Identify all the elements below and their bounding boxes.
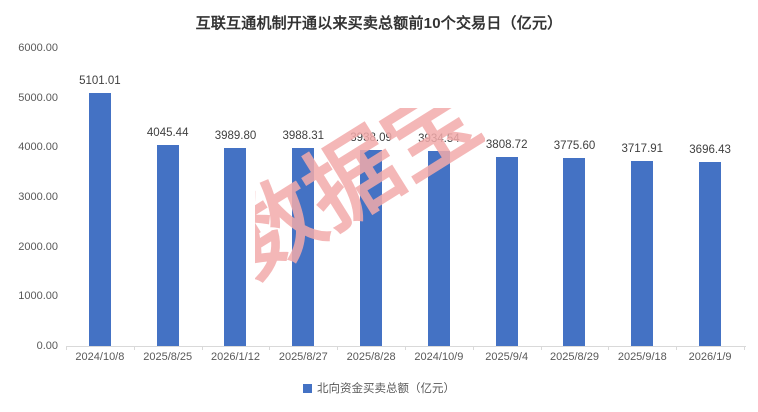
bar-value-label: 3696.43 <box>689 144 731 157</box>
x-axis-category-label: 2026/1/9 <box>688 351 732 363</box>
bar[interactable] <box>631 161 654 346</box>
y-axis-tick-label: 4000.00 <box>18 141 58 154</box>
y-axis-tick-label: 6000.00 <box>18 42 58 54</box>
bar-value-label: 3934.54 <box>418 132 460 145</box>
x-axis-tick-mark <box>744 346 745 350</box>
bar[interactable] <box>88 92 111 346</box>
x-axis-category-label: 2024/10/9 <box>414 351 464 363</box>
y-axis: 0.00 1000.00 2000.00 3000.00 4000.00 5000.00 6… <box>0 42 62 352</box>
x-axis-tick-mark <box>676 346 678 350</box>
x-axis-tick-mark <box>540 346 542 350</box>
x-axis-category-label: 2025/8/27 <box>278 351 328 363</box>
y-axis-tick-label: 0.00 <box>36 340 58 352</box>
x-axis-tick-mark <box>405 346 406 350</box>
x-axis-category-label: 2025/8/28 <box>346 351 396 363</box>
legend-color-swatch <box>303 383 312 393</box>
bar-value-label: 3775.60 <box>553 140 596 153</box>
x-axis-tick-mark <box>269 346 271 350</box>
x-axis-category-label: 2025/8/25 <box>143 351 193 363</box>
x-axis-tick-mark <box>201 346 203 350</box>
x-axis-category-label: 2025/8/29 <box>550 351 599 363</box>
x-axis-category-label: 2026/1/12 <box>211 351 260 363</box>
bar-group: 4045.44 <box>134 48 202 346</box>
legend-item-label: 北向资金买卖总额（亿元） <box>317 383 455 395</box>
bar-group: 3775.60 <box>541 48 609 346</box>
chart-title: 互联互通机制开通以来买卖总额前10个交易日（亿元） <box>195 15 563 32</box>
bar[interactable] <box>699 162 722 346</box>
bar-value-label: 3989.80 <box>214 129 257 142</box>
bar-value-label: 5101.01 <box>79 74 121 87</box>
bar[interactable] <box>224 147 247 346</box>
bar[interactable] <box>427 150 450 346</box>
bar-value-label: 3938.09 <box>350 132 392 145</box>
bar-group: 3934.54 <box>405 48 473 346</box>
x-axis-line <box>66 346 746 347</box>
x-axis-tick-mark <box>608 346 610 350</box>
chart-legend: 北向资金买卖总额（亿元） <box>0 380 758 396</box>
x-axis-category-label: 2025/9/4 <box>485 351 529 363</box>
x-axis-category-label: 2025/9/18 <box>617 351 667 363</box>
bar[interactable] <box>292 147 315 346</box>
bar-value-label: 3988.31 <box>282 129 325 142</box>
y-axis-tick-label: 1000.00 <box>18 290 58 303</box>
x-axis-tick-mark <box>66 346 67 350</box>
bar-value-label: 3717.91 <box>621 143 664 156</box>
bar-group: 3696.43 <box>676 48 744 346</box>
bar-group: 3988.31 <box>269 48 337 346</box>
y-axis-tick-label: 5000.00 <box>18 91 58 104</box>
x-axis-category-label: 2024/10/8 <box>75 351 125 363</box>
bar-group: 3989.80 <box>202 48 270 346</box>
y-axis-tick-label: 3000.00 <box>18 191 58 203</box>
plot-area: 5101.01 4045.44 3989.80 3988.31 3938.09 3934.… <box>66 48 744 346</box>
bar[interactable] <box>495 156 518 346</box>
bar[interactable] <box>156 145 179 346</box>
bar[interactable] <box>360 150 383 346</box>
x-axis-tick-mark <box>337 346 339 350</box>
x-axis-tick-mark <box>133 346 135 350</box>
bar-value-label: 4045.44 <box>146 127 189 140</box>
bar-group: 3808.72 <box>473 48 541 346</box>
bar-value-label: 3808.72 <box>485 138 528 151</box>
y-axis-tick-label: 2000.00 <box>18 240 58 253</box>
bar-group: 5101.01 <box>66 48 134 346</box>
x-axis-tick-mark <box>472 346 474 350</box>
bar[interactable] <box>563 158 586 346</box>
bar-group: 3717.91 <box>608 48 676 346</box>
bar-group: 3938.09 <box>337 48 405 346</box>
